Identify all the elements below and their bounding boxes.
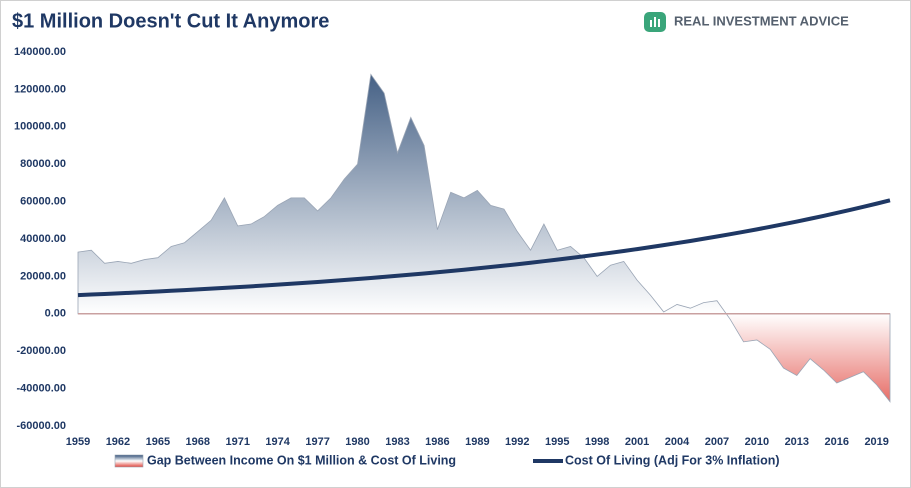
x-tick-label: 1971 — [225, 436, 249, 448]
y-tick-label: 80000.00 — [20, 158, 66, 170]
x-tick-label: 1974 — [265, 436, 290, 448]
logo-icon-bar — [650, 20, 652, 27]
x-tick-label: 1968 — [186, 436, 210, 448]
x-tick-label: 1995 — [545, 436, 569, 448]
logo: REAL INVESTMENT ADVICE — [644, 12, 849, 32]
x-tick-label: 1983 — [385, 436, 409, 448]
x-tick-label: 2004 — [665, 436, 690, 448]
x-tick-label: 1962 — [106, 436, 130, 448]
y-tick-label: 120000.00 — [14, 83, 66, 95]
y-tick-label: -40000.00 — [16, 383, 66, 395]
x-tick-label: 1989 — [465, 436, 489, 448]
y-tick-label: -20000.00 — [16, 345, 66, 357]
gap-area — [77, 73, 891, 403]
x-tick-label: 1977 — [305, 436, 329, 448]
x-tick-label: 2013 — [785, 436, 809, 448]
logo-icon-bar — [654, 17, 656, 27]
x-tick-label: 2016 — [825, 436, 849, 448]
chart-title: $1 Million Doesn't Cut It Anymore — [12, 10, 329, 32]
x-tick-label: 2010 — [745, 436, 769, 448]
y-tick-label: 140000.00 — [14, 46, 66, 58]
y-tick-label: 20000.00 — [20, 270, 66, 282]
x-tick-label: 1998 — [585, 436, 609, 448]
y-tick-label: -60000.00 — [16, 420, 66, 432]
y-tick-label: 60000.00 — [20, 196, 66, 208]
cost-line — [77, 198, 891, 298]
logo-text: REAL INVESTMENT ADVICE — [674, 13, 849, 28]
legend-label: Cost Of Living (Adj For 3% Inflation) — [565, 453, 780, 467]
x-tick-label: 1992 — [505, 436, 529, 448]
x-tick-label: 1965 — [146, 436, 170, 448]
y-tick-label: 100000.00 — [14, 121, 66, 133]
y-tick-label: 40000.00 — [20, 233, 66, 245]
y-tick-label: 0.00 — [45, 308, 66, 320]
x-tick-label: 1980 — [345, 436, 369, 448]
x-tick-label: 1986 — [425, 436, 449, 448]
x-tick-label: 1959 — [66, 436, 90, 448]
logo-icon-bar — [658, 19, 660, 27]
legend-swatch — [114, 454, 144, 468]
x-tick-label: 2001 — [625, 436, 649, 448]
x-tick-label: 2019 — [864, 436, 888, 448]
legend-label: Gap Between Income On $1 Million & Cost … — [147, 453, 456, 467]
x-tick-label: 2007 — [705, 436, 729, 448]
